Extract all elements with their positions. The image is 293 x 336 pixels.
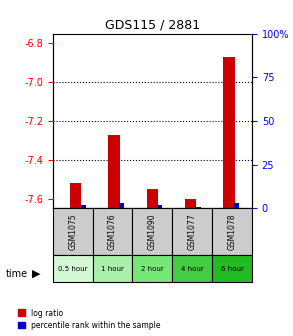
FancyBboxPatch shape [172,208,212,255]
FancyBboxPatch shape [132,255,172,282]
Bar [120,203,124,208]
Bar [146,189,158,208]
FancyBboxPatch shape [93,255,132,282]
Text: 2 hour: 2 hour [141,266,164,272]
Bar [70,183,81,208]
Text: GSM1076: GSM1076 [108,213,117,250]
FancyBboxPatch shape [212,208,252,255]
FancyBboxPatch shape [212,255,252,282]
Bar [223,57,235,208]
Text: GSM1078: GSM1078 [228,214,236,250]
Text: 4 hour: 4 hour [181,266,204,272]
FancyBboxPatch shape [53,255,93,282]
Text: GSM1075: GSM1075 [68,213,77,250]
Text: 0.5 hour: 0.5 hour [58,266,87,272]
Text: GSM1090: GSM1090 [148,213,157,250]
FancyBboxPatch shape [132,208,172,255]
Bar [196,207,201,208]
Text: ▶: ▶ [32,269,41,279]
FancyBboxPatch shape [53,208,93,255]
Bar [81,205,86,208]
Title: GDS115 / 2881: GDS115 / 2881 [105,18,200,31]
Legend: log ratio, percentile rank within the sample: log ratio, percentile rank within the sa… [15,305,164,333]
Bar [108,134,120,208]
Bar [234,203,239,208]
Text: 1 hour: 1 hour [101,266,124,272]
FancyBboxPatch shape [172,255,212,282]
Bar [185,199,196,208]
FancyBboxPatch shape [93,208,132,255]
Bar [158,205,162,208]
Text: 6 hour: 6 hour [221,266,243,272]
Text: time: time [6,269,28,279]
Text: GSM1077: GSM1077 [188,213,197,250]
